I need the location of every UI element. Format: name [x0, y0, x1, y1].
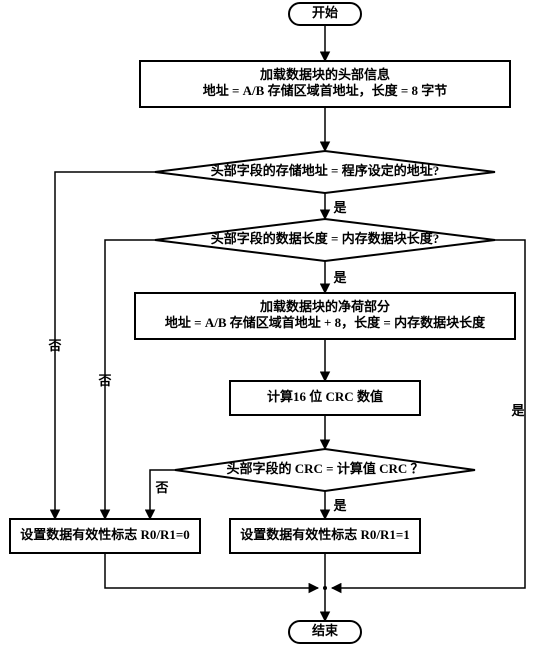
node-dec_addr: 头部字段的存储地址 = 程序设定的地址? [155, 151, 495, 193]
edge-label-no: 否 [47, 338, 61, 353]
nodes-layer: 开始加载数据块的头部信息地址 = A/B 存储区域首地址，长度 = 8 字节头部… [10, 3, 515, 643]
edge-10 [105, 553, 318, 588]
calc_crc-text: 计算16 位 CRC 数值 [267, 389, 383, 404]
node-set_zero: 设置数据有效性标志 R0/R1=0 [10, 519, 200, 553]
dec_addr-text: 头部字段的存储地址 = 程序设定的地址? [211, 163, 439, 178]
edge-label-yes: 是 [332, 200, 347, 215]
dec_len-text: 头部字段的数据长度 = 内存数据块长度? [211, 231, 439, 246]
node-start: 开始 [289, 3, 361, 25]
merge-node [323, 586, 327, 590]
node-load_header: 加载数据块的头部信息地址 = A/B 存储区域首地址，长度 = 8 字节 [140, 61, 510, 107]
node-set_one: 设置数据有效性标志 R0/R1=1 [230, 519, 420, 553]
edge-label-yes: 是 [332, 498, 347, 513]
node-calc_crc: 计算16 位 CRC 数值 [230, 381, 420, 415]
edge-label-no: 否 [97, 373, 111, 388]
edge-label-no: 否 [154, 480, 168, 495]
node-end: 结束 [289, 621, 361, 643]
edge-label-yes: 是 [332, 270, 347, 285]
end-text: 结束 [312, 623, 339, 638]
node-dec_len: 头部字段的数据长度 = 内存数据块长度? [155, 219, 495, 261]
start-text: 开始 [312, 5, 338, 20]
dec_crc-text: 头部字段的 CRC = 计算值 CRC ？ [227, 461, 424, 476]
edge-8 [105, 240, 155, 519]
load_payload-text: 加载数据块的净荷部分 [259, 299, 390, 314]
edge-label-yes: 是 [510, 403, 525, 418]
load_header-text: 地址 = A/B 存储区域首地址，长度 = 8 字节 [203, 83, 448, 98]
set_zero-text: 设置数据有效性标志 R0/R1=0 [20, 527, 190, 542]
node-load_payload: 加载数据块的净荷部分地址 = A/B 存储区域首地址 + 8，长度 = 内存数据… [135, 293, 515, 339]
node-dec_crc: 头部字段的 CRC = 计算值 CRC ？ [175, 449, 475, 491]
load_payload-text: 地址 = A/B 存储区域首地址 + 8，长度 = 内存数据块长度 [165, 315, 486, 330]
set_one-text: 设置数据有效性标志 R0/R1=1 [240, 527, 410, 542]
load_header-text: 加载数据块的头部信息 [259, 67, 390, 82]
